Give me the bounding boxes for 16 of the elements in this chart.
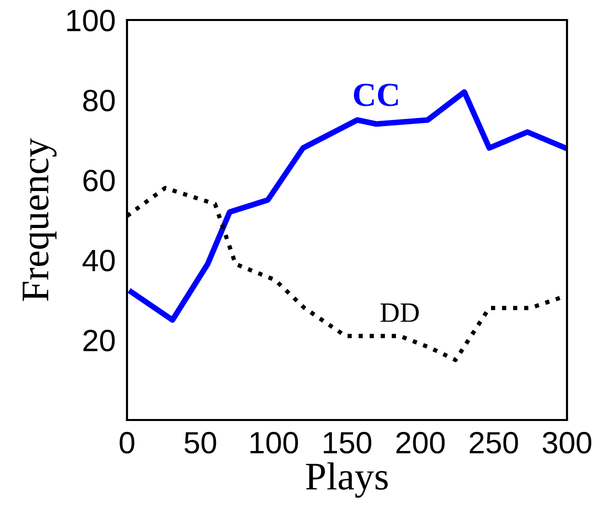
series-label: CC [354,84,398,106]
y-tick-label: 80 [83,90,115,112]
x-tick-label: 250 [470,432,518,454]
x-tick-label: 200 [396,432,445,454]
y-tick-label: 100 [67,10,115,32]
series-label: DD [380,304,419,322]
x-tick-label: 300 [542,432,592,454]
y-axis-title: Frequency [22,138,57,301]
x-tick-label: 0 [120,432,134,454]
x-tick-label: 50 [184,432,216,454]
x-tick-label: 150 [324,432,372,454]
x-tick-label: 100 [250,432,298,454]
x-axis-title: Plays [306,462,388,498]
y-tick-label: 40 [82,250,115,272]
y-tick-label: 20 [83,330,115,352]
y-tick-label: 60 [83,170,115,192]
